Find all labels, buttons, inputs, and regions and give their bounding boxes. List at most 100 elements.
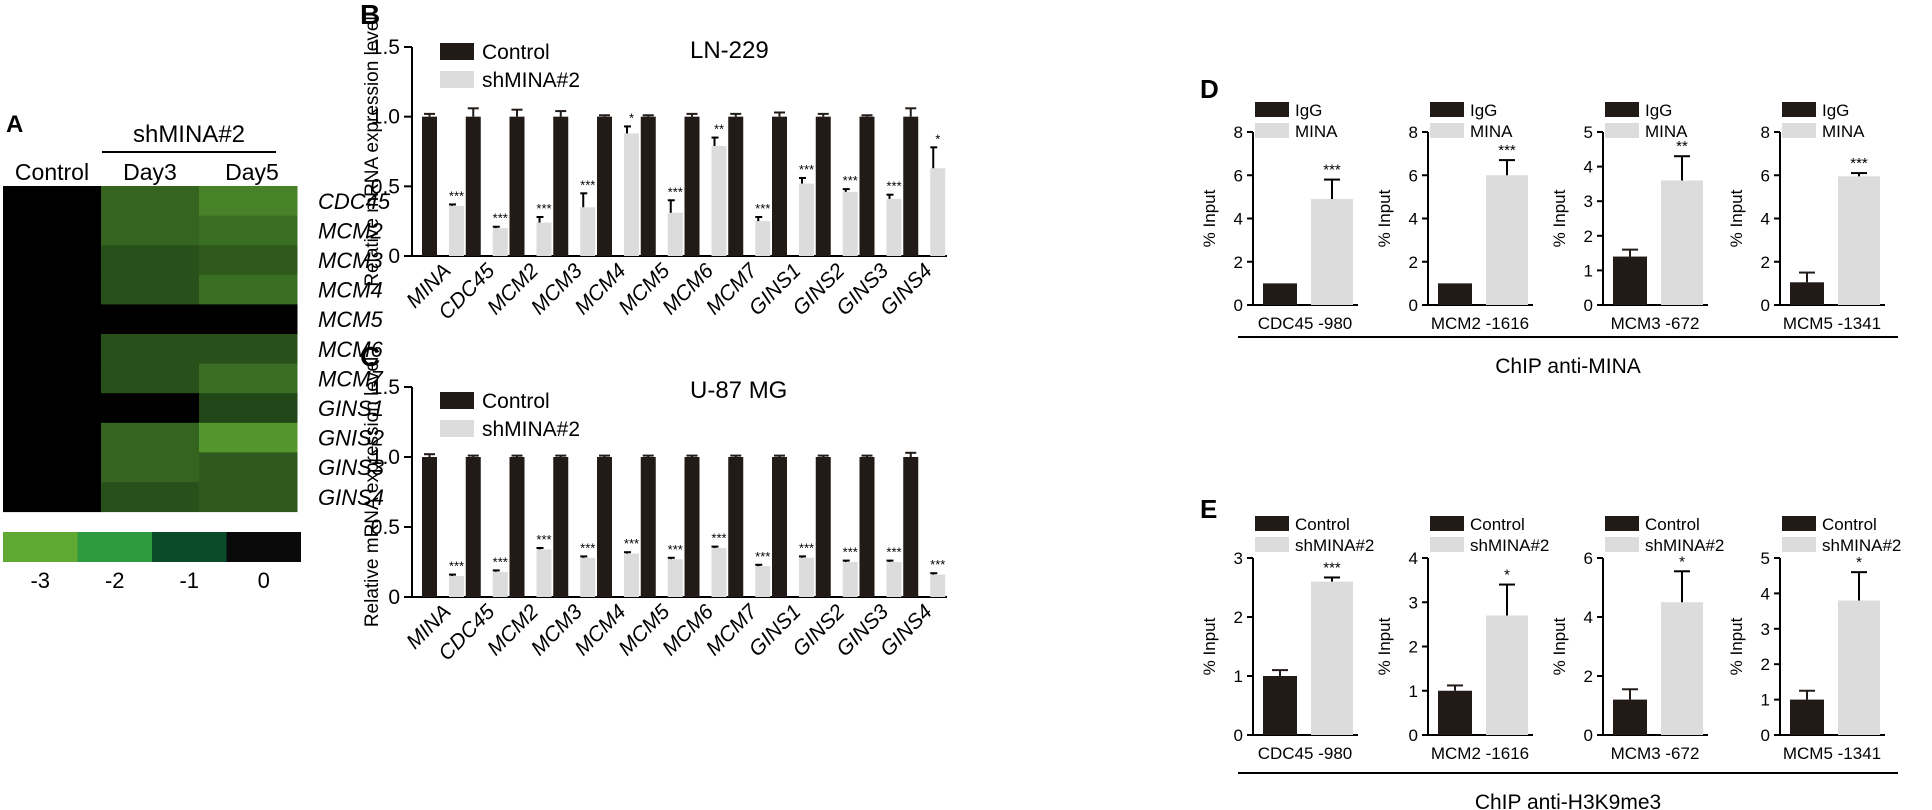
heatmap-gene-label: MCM5 bbox=[318, 307, 384, 332]
panel-d-chip-mina: D 0 2 4 6 8 % Input *** CDC45 -980 IgG MINA 0 2 4 6 8 % … bbox=[1200, 74, 1898, 378]
y-tick-label: 0 bbox=[1234, 296, 1243, 315]
significance-label: *** bbox=[1498, 142, 1516, 159]
legend-swatch-control bbox=[440, 43, 474, 60]
y-tick-label: 3 bbox=[1409, 593, 1418, 612]
panel-label: C bbox=[360, 341, 380, 372]
y-axis-label: % Input bbox=[1200, 189, 1219, 247]
legend-swatch-treated bbox=[1255, 537, 1289, 552]
bar-treated bbox=[1661, 180, 1703, 305]
significance-label: *** bbox=[536, 532, 551, 547]
heatmap-cell bbox=[3, 452, 102, 483]
bar-control bbox=[815, 116, 831, 257]
legend-swatch-control bbox=[1430, 516, 1464, 531]
legend-swatch bbox=[77, 532, 152, 562]
legend-label: -2 bbox=[105, 568, 125, 593]
bar-shmina bbox=[930, 168, 946, 256]
y-tick-label: 4 bbox=[1409, 210, 1418, 229]
heatmap-group-header: shMINA#2 bbox=[133, 121, 245, 148]
x-category-label: MCM5 -1341 bbox=[1783, 314, 1881, 333]
bar-control bbox=[728, 116, 744, 257]
bar-control bbox=[684, 116, 700, 257]
legend-swatch-treated bbox=[1605, 537, 1639, 552]
heatmap-gene-label: MCM4 bbox=[318, 278, 383, 303]
legend-swatch bbox=[226, 532, 301, 562]
heatmap-cell bbox=[199, 482, 298, 513]
significance-label: *** bbox=[711, 531, 726, 546]
bar-control bbox=[1438, 283, 1472, 305]
bar-shmina bbox=[492, 571, 508, 597]
heatmap-cell bbox=[3, 393, 102, 424]
significance-label: *** bbox=[930, 557, 945, 572]
bar-shmina bbox=[624, 553, 639, 597]
significance-label: *** bbox=[624, 536, 639, 551]
heatmap-col-control: Control bbox=[15, 159, 89, 185]
y-tick-label: 6 bbox=[1584, 549, 1593, 568]
significance-label: *** bbox=[755, 549, 770, 564]
y-tick-label: 3 bbox=[1761, 620, 1770, 639]
legend-swatch-treated bbox=[1782, 123, 1816, 138]
significance-label: * bbox=[629, 110, 634, 125]
y-tick-label: 2 bbox=[1584, 227, 1593, 246]
group-label: ChIP anti-MINA bbox=[1495, 355, 1641, 378]
heatmap-cell bbox=[199, 393, 298, 424]
y-tick-label: 4 bbox=[1234, 210, 1243, 229]
significance-label: ** bbox=[714, 122, 724, 137]
x-category-label: CDC45 -980 bbox=[1258, 744, 1353, 763]
bar-control bbox=[553, 116, 569, 257]
heatmap-cell bbox=[101, 245, 200, 276]
bar-control bbox=[815, 457, 831, 597]
bar-shmina bbox=[886, 198, 902, 256]
heatmap-gene-label: MCM6 bbox=[318, 337, 384, 362]
legend-swatch-treated bbox=[1430, 123, 1464, 138]
bar-control bbox=[1263, 676, 1297, 735]
y-tick-label: 0 bbox=[1761, 296, 1770, 315]
y-tick-label: 1.5 bbox=[371, 376, 400, 399]
legend-label: -3 bbox=[30, 568, 50, 593]
heatmap-cell bbox=[3, 304, 102, 335]
heatmap-cell bbox=[199, 304, 298, 335]
heatmap-cell bbox=[3, 334, 102, 365]
bar-control bbox=[859, 116, 875, 257]
heatmap-cell bbox=[199, 215, 298, 246]
heatmap-cell bbox=[3, 482, 102, 513]
y-tick-label: 0.5 bbox=[371, 516, 400, 539]
panel-label: E bbox=[1200, 494, 1217, 524]
legend-label-treated: MINA bbox=[1470, 122, 1513, 141]
legend-label-control: Control bbox=[482, 390, 550, 413]
legend-label-treated: MINA bbox=[1295, 122, 1338, 141]
y-tick-label: 0 bbox=[388, 586, 400, 609]
heatmap-gene-labels: CDC45 MCM2 MCM3 MCM4 MCM5 MCM6 MCM7 GINS1 GNIS2 G… bbox=[318, 189, 391, 510]
heatmap-cell bbox=[3, 363, 102, 394]
legend-label-control: IgG bbox=[1645, 101, 1672, 120]
bar-control bbox=[728, 457, 744, 597]
significance-label: *** bbox=[799, 162, 814, 177]
significance-label: *** bbox=[755, 201, 770, 216]
significance-label: *** bbox=[449, 559, 464, 574]
y-axis-label: % Input bbox=[1200, 617, 1219, 675]
y-tick-label: 0 bbox=[1234, 726, 1243, 745]
legend-swatch-control bbox=[1605, 102, 1639, 117]
y-tick-label: 8 bbox=[1234, 123, 1243, 142]
y-tick-label: 1.5 bbox=[371, 36, 400, 59]
y-tick-label: 6 bbox=[1234, 166, 1243, 185]
heatmap-gene-label: GINS3 bbox=[318, 455, 385, 480]
legend-swatch bbox=[3, 532, 78, 562]
heatmap-cell bbox=[101, 393, 200, 424]
legend-swatch-treated bbox=[1782, 537, 1816, 552]
bar-control bbox=[422, 457, 437, 597]
bar-control bbox=[465, 116, 481, 257]
bar-control bbox=[509, 116, 525, 257]
legend-label-treated: MINA bbox=[1645, 122, 1688, 141]
legend-label-control: Control bbox=[482, 41, 550, 64]
legend-label-treated: shMINA#2 bbox=[1645, 536, 1724, 555]
legend-label: 0 bbox=[258, 568, 270, 593]
bar-shmina bbox=[886, 562, 902, 597]
y-axis-label: % Input bbox=[1375, 617, 1394, 675]
y-tick-label: 3 bbox=[1234, 549, 1243, 568]
bar-control bbox=[597, 116, 612, 257]
y-tick-label: 2 bbox=[1584, 667, 1593, 686]
heatmap-gene-label: MCM3 bbox=[318, 248, 384, 273]
legend-label-control: IgG bbox=[1295, 101, 1322, 120]
bar-shmina bbox=[842, 562, 858, 597]
